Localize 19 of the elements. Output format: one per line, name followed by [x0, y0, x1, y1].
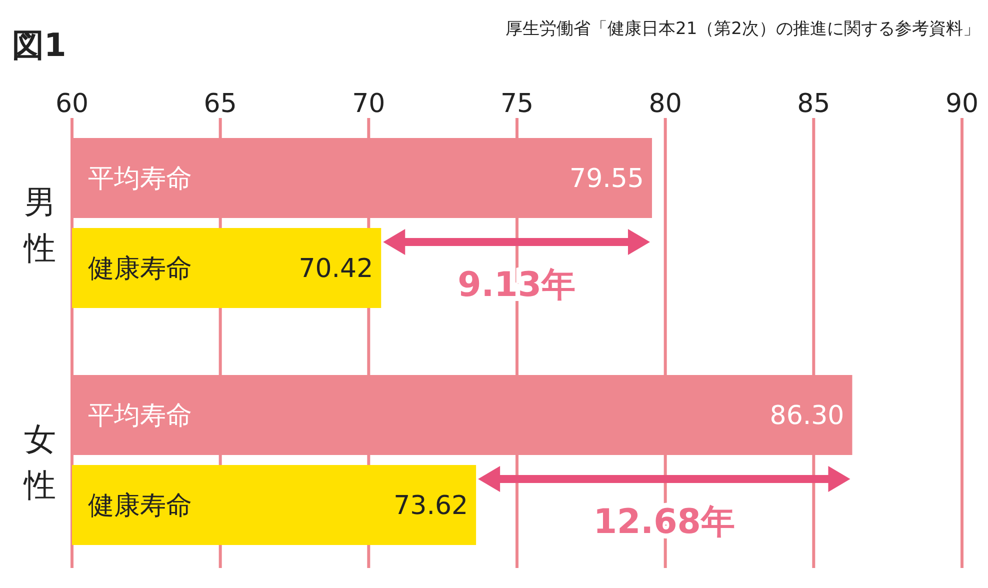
text: 厚生労働省「健康日本21（第2次）の推進に関する参考資料」	[506, 19, 980, 39]
x-tick-label: 75	[500, 89, 534, 119]
x-tick-label: 65	[204, 89, 237, 119]
data-label: 70.42	[298, 254, 374, 284]
data-label: 79.55	[570, 164, 644, 194]
x-tick-label: 70	[352, 89, 386, 119]
chart-title: 図1	[12, 26, 66, 64]
data-label: 86.30	[770, 401, 844, 431]
x-tick-label: 90	[945, 89, 979, 119]
x-tick-label: 60	[55, 89, 89, 119]
y-tick-label: 男性	[23, 183, 56, 267]
data-label: 73.62	[394, 491, 468, 521]
text: 健康寿命	[88, 491, 192, 521]
text: 平均寿命	[88, 401, 192, 431]
x-tick-label: 80	[648, 89, 682, 119]
series-label: 平均寿命	[88, 164, 192, 194]
x-tick-label: 85	[797, 89, 830, 119]
y-tick-label: 女性	[23, 420, 56, 504]
series-label: 健康寿命	[88, 254, 192, 284]
